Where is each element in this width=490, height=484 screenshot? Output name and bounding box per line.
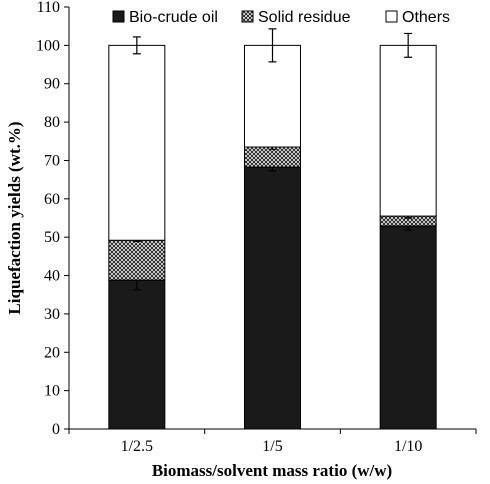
error-bar-others-2 <box>268 28 277 63</box>
x-tick-label-2: 1/5 <box>262 438 282 455</box>
legend-item-solid-residue: Solid residue <box>241 9 351 26</box>
y-tick-label-20: 20 <box>44 344 60 361</box>
bar-bio-crude-oil-1 <box>108 279 166 430</box>
legend-swatch <box>112 10 125 23</box>
bars-layer <box>108 28 437 430</box>
y-tick-label-80: 80 <box>44 114 60 131</box>
y-tick-label-40: 40 <box>44 268 60 285</box>
y-tick-label-0: 0 <box>52 421 60 438</box>
bar-bio-crude-oil-2 <box>244 166 301 430</box>
y-tick-label-90: 90 <box>44 76 60 93</box>
x-axis-title: Biomass/solvent mass ratio (w/w) <box>152 461 392 480</box>
legend-label: Solid residue <box>258 9 351 26</box>
x-tick-label-3: 1/10 <box>394 438 422 455</box>
error-bar-others-1 <box>132 36 141 55</box>
y-tick-label-70: 70 <box>44 152 60 169</box>
bar-solid-residue-2 <box>244 146 301 168</box>
y-axis-title: Liquefaction yields (wt.%) <box>5 121 24 314</box>
legend-swatch <box>241 10 254 23</box>
legend-label: Others <box>402 9 450 26</box>
legend-item-others: Others <box>385 9 450 26</box>
legend-swatch <box>385 10 398 23</box>
legend: Bio-crude oil Solid residue Others <box>112 9 450 26</box>
error-bar-others-3 <box>404 32 413 58</box>
y-tick-label-60: 60 <box>44 191 60 208</box>
y-tick-label-10: 10 <box>44 383 60 400</box>
bar-others-1 <box>108 44 166 241</box>
y-tick-label-100: 100 <box>36 37 60 54</box>
bar-solid-residue-1 <box>108 239 166 281</box>
bar-bio-crude-oil-3 <box>379 225 437 430</box>
y-tick-label-110: 110 <box>37 0 60 16</box>
legend-item-bio-crude-oil: Bio-crude oil <box>112 9 218 26</box>
legend-label: Bio-crude oil <box>129 9 218 26</box>
axes-layer: 0 10 20 30 40 50 60 70 80 90 100 110 1/2.5 1/5 1/10 <box>36 0 477 455</box>
y-tick-label-50: 50 <box>44 229 60 246</box>
x-tick-label-1: 1/2.5 <box>121 438 153 455</box>
y-tick-label-30: 30 <box>44 306 60 323</box>
bar-others-3 <box>379 44 437 217</box>
